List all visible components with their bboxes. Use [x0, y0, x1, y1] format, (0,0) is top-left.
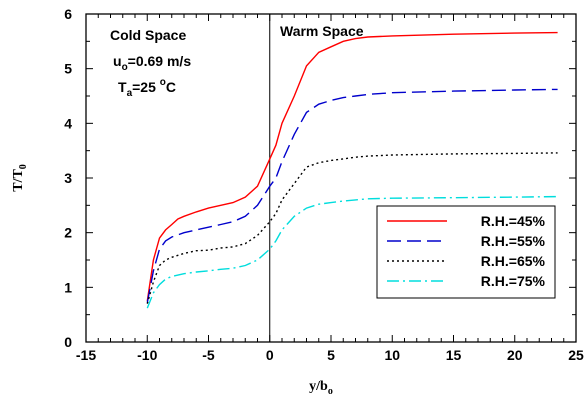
x-tick-label: -15: [76, 347, 96, 363]
y-tick-label: 4: [64, 115, 72, 131]
y-tick-label: 5: [64, 61, 72, 77]
x-tick-label: 25: [568, 347, 584, 363]
x-tick-label: 20: [507, 347, 523, 363]
series-line-1: [146, 31, 558, 302]
x-tick-label: 0: [266, 347, 274, 363]
temperature-sub: a: [127, 88, 133, 99]
series-lines: [146, 31, 558, 309]
temperature-var: T: [118, 79, 127, 95]
legend-label-1: R.H.=45%: [481, 213, 546, 229]
velocity-sub: o: [122, 62, 128, 73]
x-axis-label: y/bo: [309, 379, 333, 397]
velocity-var: u: [113, 53, 122, 69]
legend-label-4: R.H.=75%: [481, 273, 546, 289]
legend-label-3: R.H.=65%: [481, 253, 546, 269]
temperature-annotation: Ta=25 oC: [118, 77, 176, 99]
cold-space-label: Cold Space: [110, 27, 186, 43]
y-tick-label: 3: [64, 170, 72, 186]
y-tick-label: 6: [64, 6, 72, 22]
y-tick-label: 2: [64, 225, 72, 241]
x-tick-label: -5: [202, 347, 215, 363]
x-tick-label: 5: [327, 347, 335, 363]
warm-space-label: Warm Space: [280, 23, 364, 39]
y-axis-label: T/T0: [11, 164, 29, 192]
axis-ticks: [85, 13, 577, 343]
y-tick-label: 0: [64, 334, 72, 350]
temperature-rest: =25: [132, 79, 160, 95]
series-line-2: [146, 88, 558, 303]
temperature-unit: C: [166, 79, 176, 95]
legend-label-2: R.H.=55%: [481, 233, 546, 249]
velocity-rest: =0.69 m/s: [128, 53, 192, 69]
x-tick-label: 10: [384, 347, 400, 363]
tick-labels: -15 -10 -5 0 5 10 15 20 25 0 1 2 3 4 5 6: [64, 6, 584, 363]
legend: R.H.=45% R.H.=55% R.H.=65% R.H.=75%: [376, 205, 556, 299]
y-tick-label: 1: [64, 279, 72, 295]
temperature-sup: o: [160, 77, 166, 88]
x-tick-label: -10: [137, 347, 157, 363]
velocity-annotation: uo=0.69 m/s: [113, 53, 191, 73]
x-tick-label: 15: [446, 347, 462, 363]
